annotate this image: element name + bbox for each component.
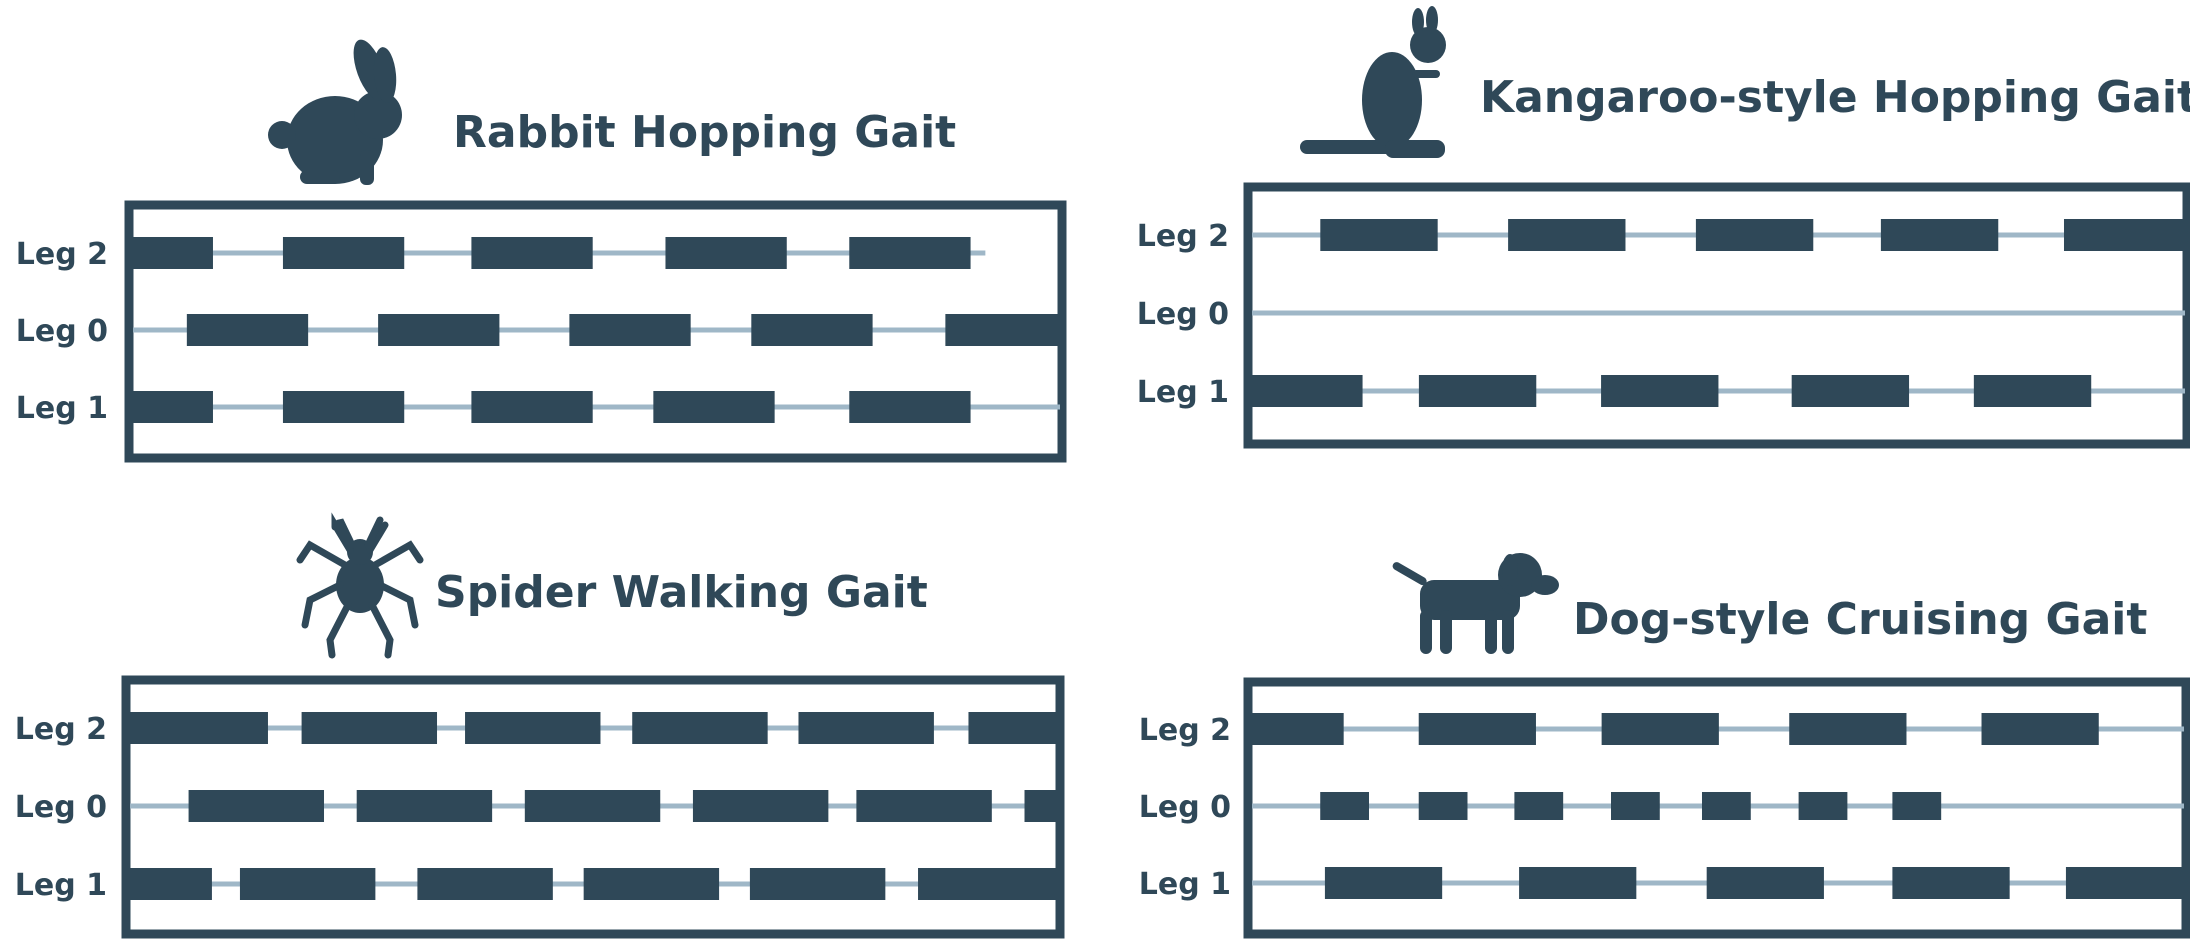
leg-row: Leg 2 [16,237,986,272]
stance-bar [524,790,661,822]
leg-label: Leg 1 [1139,867,1231,902]
stance-bar [129,391,213,423]
stance-bar [665,237,787,269]
stance-bar [1695,219,1814,251]
rabbit-icon [268,39,402,185]
leg-row: Leg 1 [1139,867,2186,902]
stance-bar [186,314,309,346]
stance-bar [1706,867,1824,899]
leg-label: Leg 1 [16,391,108,426]
stance-bar [1880,219,1999,251]
leg-label: Leg 2 [1139,713,1231,748]
stance-bar [1601,713,1719,745]
leg-label: Leg 1 [15,868,107,903]
stance-bar [1791,375,1910,407]
leg-label: Leg 0 [1139,790,1231,825]
leg-label: Leg 1 [1137,375,1229,410]
panel-title: Rabbit Hopping Gait [453,107,956,158]
stance-bar [239,868,376,900]
stance-bar [2065,867,2186,899]
leg-row: Leg 0 [1139,790,2184,825]
leg-row: Leg 2 [1139,713,2184,748]
stance-bar [1981,713,2099,745]
dog-icon [1392,553,1559,654]
leg-row: Leg 0 [15,790,1060,825]
stance-bar [1248,713,1344,745]
stance-bar [968,712,1060,744]
panel-kangaroo: Kangaroo-style Hopping Gait Leg 2 Leg 0 Le… [1137,6,2190,449]
stance-bar [692,790,829,822]
stance-bar [2063,219,2187,251]
stance-bar [126,712,268,744]
gait-frame [1243,182,2190,449]
stance-bar [632,712,768,744]
leg-label: Leg 2 [16,237,108,272]
stance-bar [1508,219,1626,251]
stance-bar [1320,792,1370,820]
leg-label: Leg 0 [16,314,108,349]
stance-bar [751,314,873,346]
leg-row: Leg 1 [1137,375,2185,410]
stance-bar [188,790,325,822]
stance-bar [849,237,971,269]
stance-bar [1798,792,1848,820]
stance-bar [1324,867,1443,899]
gait-frame [1243,677,2190,939]
stance-bar [1248,375,1363,407]
stance-bar [1701,792,1751,820]
stance-bar [1418,375,1537,407]
stance-bar [301,712,438,744]
stance-bar [282,237,405,269]
stance-bar [1611,792,1660,820]
stance-bar [1024,790,1060,822]
stance-bar [653,391,775,423]
panel-spider: Spider Walking Gait Leg 2 Leg 0 Leg 1 [15,512,1065,939]
stance-bar [356,790,493,822]
stance-bar [1973,375,2092,407]
leg-row: Leg 0 [16,314,1062,349]
panel-title: Dog-style Cruising Gait [1573,594,2147,645]
stance-bar [126,868,212,900]
stance-bar [1892,867,2010,899]
stance-bar [569,314,691,346]
leg-row: Leg 2 [1137,219,2187,254]
leg-label: Leg 0 [1137,297,1229,332]
stance-bar [1519,867,1637,899]
leg-label: Leg 2 [15,712,107,747]
stance-bar [583,868,720,900]
stance-bar [1601,375,1719,407]
leg-label: Leg 2 [1137,219,1229,254]
stance-bar [798,712,934,744]
stance-bar [1418,713,1536,745]
stance-bar [1320,219,1438,251]
stance-bar [856,790,992,822]
stance-bar [849,391,971,423]
stance-bar [471,237,593,269]
stance-bar [1789,713,1907,745]
kangaroo-icon [1300,6,1446,158]
leg-label: Leg 0 [15,790,107,825]
panel-rabbit: Rabbit Hopping Gait Leg 2 Leg 0 Leg 1 [16,39,1067,463]
stance-bar [465,712,601,744]
stance-bar [282,391,405,423]
stance-bar [129,237,213,269]
stance-bar [378,314,500,346]
stance-bar [749,868,886,900]
stance-bar [417,868,553,900]
panel-title: Kangaroo-style Hopping Gait [1480,72,2190,123]
stance-bar [1418,792,1468,820]
stance-bar [945,314,1062,346]
spider-icon [296,512,424,659]
stance-bar [1892,792,1942,820]
leg-row: Leg 1 [15,868,1060,903]
leg-row: Leg 0 [1137,297,2185,332]
leg-row: Leg 2 [15,712,1060,747]
stance-bar [1514,792,1564,820]
stance-bar [471,391,593,423]
panel-title: Spider Walking Gait [435,567,928,618]
stance-bar [918,868,1060,900]
panel-dog: Dog-style Cruising Gait Leg 2 Leg 0 Leg 1 [1139,553,2190,939]
leg-row: Leg 1 [16,391,1060,426]
